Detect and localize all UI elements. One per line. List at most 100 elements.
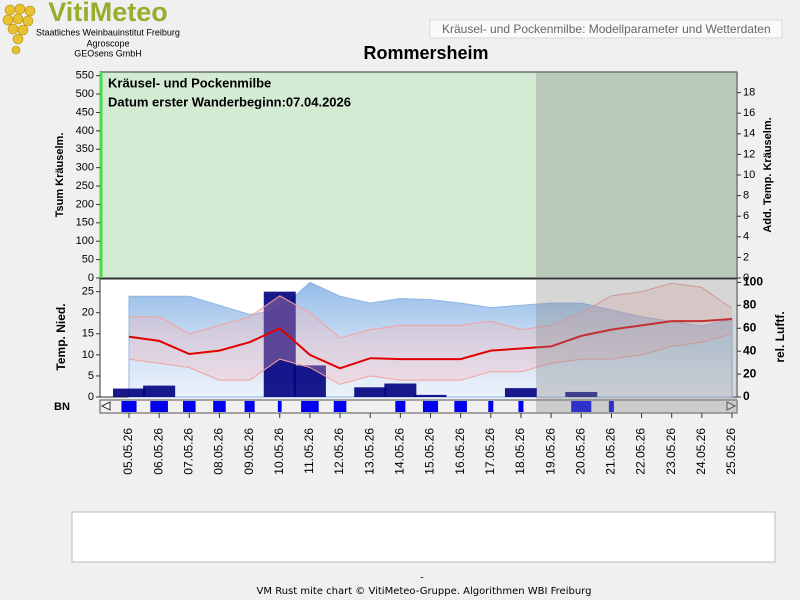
y2-tick-label: 16: [743, 107, 755, 119]
y-tick-label: 400: [76, 125, 94, 137]
x-tick-label: 25.05.26: [724, 428, 738, 475]
risk-area: [99, 71, 738, 279]
strip-arrow: [100, 401, 737, 411]
leaf-wetness: [608, 401, 614, 412]
x-tick-label: 06.05.26: [151, 428, 165, 475]
x-tick-label: 23.05.26: [664, 428, 678, 475]
y-tick-label: 550: [76, 70, 94, 82]
annotation: Datum erster Wanderbeginn:07.04.2026: [108, 94, 351, 109]
x-tick-label: 12.05.26: [332, 428, 346, 475]
footer: VM Rust mite chart © VitiMeteo-Gruppe. A…: [257, 586, 592, 597]
precip-bar: [354, 387, 387, 397]
y2-tick-label: 4: [743, 231, 749, 243]
org-line: Agroscope: [86, 38, 129, 48]
chart-title: Rommersheim: [363, 43, 488, 63]
temp-max-line: [129, 282, 733, 339]
precip-bar: [113, 388, 145, 397]
leaf-wetness: [395, 401, 406, 412]
y-tick-label: 350: [76, 143, 94, 155]
x-tick-label: 17.05.26: [483, 428, 497, 475]
temp-min-line: [128, 333, 733, 385]
y2-tick-label: 12: [743, 148, 755, 160]
leaf-wetness: [244, 401, 255, 412]
precip-bar: [384, 383, 417, 397]
leaf-wetness: [454, 401, 467, 412]
y2-tick-label: 40: [743, 343, 757, 357]
leaf-wetness: [422, 401, 439, 412]
y2-tick-label: 0: [743, 272, 749, 284]
y2-tick-label: 100: [743, 275, 763, 289]
leaf-wetness: [277, 401, 282, 412]
annotation: Kräusel- und Pockenmilbe: [108, 75, 271, 90]
x-tick-label: 07.05.26: [181, 428, 195, 475]
footer-dash: -: [420, 573, 423, 584]
org-line: Staatliches Weinbauinstitut Freiburg: [36, 27, 180, 37]
precip-bar: [414, 394, 447, 397]
y-tick-label: 0: [88, 272, 94, 284]
x-tick-label: 14.05.26: [393, 428, 407, 475]
y2-axis-label: Add. Temp. Kräuselm.: [762, 117, 774, 232]
leaf-wetness: [518, 401, 524, 412]
x-tick-label: 18.05.26: [513, 428, 527, 475]
y-tick-label: 50: [82, 254, 94, 266]
leaf-wetness: [183, 401, 196, 412]
leaf-wetness: [571, 401, 592, 412]
leaf-wetness: [121, 401, 137, 412]
forecast-area: [536, 72, 737, 278]
y-tick-label: 200: [76, 198, 94, 210]
x-tick-label: 09.05.26: [242, 428, 256, 475]
leaf-wetness: [333, 401, 347, 412]
y-tick-label: 20: [82, 307, 94, 319]
x-tick-label: 15.05.26: [423, 428, 437, 475]
page-title: Kräusel- und Pockenmilbe: Modellparamete…: [442, 22, 771, 36]
x-tick-label: 11.05.26: [302, 428, 316, 474]
logo-icon: [2, 3, 36, 55]
y2-tick-label: 0: [743, 389, 750, 403]
y-tick-label: 25: [82, 286, 94, 298]
y2-tick-label: 20: [743, 366, 757, 380]
leaf-wetness: [301, 401, 319, 412]
y-axis-label: Temp. Nied.: [54, 303, 68, 370]
x-tick-label: 21.05.26: [604, 428, 618, 475]
y2-tick-label: 18: [743, 87, 755, 99]
strip-frame: [99, 399, 738, 414]
x-tick-label: 10.05.26: [272, 428, 286, 475]
y2-tick-label: 6: [743, 210, 749, 222]
x-tick-label: 08.05.26: [212, 428, 226, 475]
leaf-wetness: [488, 401, 494, 412]
legend-box: [71, 511, 776, 563]
x-tick-label: 22.05.26: [634, 428, 648, 475]
leaf-wetness: [213, 401, 226, 412]
x-tick-label: 19.05.26: [543, 428, 557, 475]
x-tick-label: 13.05.26: [362, 428, 376, 475]
x-tick-label: 24.05.26: [694, 428, 708, 475]
y2-tick-label: 14: [743, 128, 755, 140]
y2-tick-label: 80: [743, 298, 757, 312]
y-tick-label: 450: [76, 106, 94, 118]
x-tick-label: 05.05.26: [121, 428, 135, 475]
strip-label: BN: [54, 401, 70, 413]
y-tick-label: 250: [76, 180, 94, 192]
precip-bar: [293, 365, 326, 397]
y2-tick-label: 60: [743, 320, 757, 334]
y2-tick-label: 2: [743, 251, 749, 263]
temp-mean-line: [128, 318, 733, 370]
y-tick-label: 100: [76, 235, 94, 247]
org-line: GEOsens GmbH: [74, 48, 142, 58]
y2-tick-label: 8: [743, 190, 749, 202]
precip-bar: [143, 385, 176, 397]
y-tick-label: 150: [76, 217, 94, 229]
page-title-box: [429, 19, 783, 39]
y-tick-label: 10: [82, 349, 94, 361]
precip-bar: [263, 291, 296, 397]
precip-bar: [565, 391, 598, 397]
y-tick-label: 15: [82, 328, 94, 340]
precip-bar: [504, 388, 537, 397]
y-tick-label: 300: [76, 162, 94, 174]
y-tick-label: 5: [88, 370, 94, 382]
x-tick-label: 16.05.26: [453, 428, 467, 475]
y2-tick-label: 10: [743, 169, 755, 181]
